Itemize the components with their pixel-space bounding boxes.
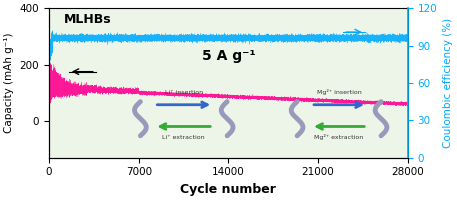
Text: MLHBs: MLHBs	[64, 13, 111, 26]
Y-axis label: Coulombic efficiency (%): Coulombic efficiency (%)	[443, 18, 453, 148]
X-axis label: Cycle number: Cycle number	[181, 183, 276, 196]
Y-axis label: Capacity (mAh g⁻¹): Capacity (mAh g⁻¹)	[4, 33, 14, 133]
Text: 5 A g⁻¹: 5 A g⁻¹	[202, 49, 255, 63]
